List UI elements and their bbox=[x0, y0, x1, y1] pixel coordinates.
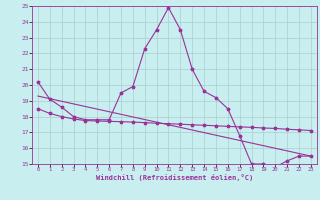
X-axis label: Windchill (Refroidissement éolien,°C): Windchill (Refroidissement éolien,°C) bbox=[96, 174, 253, 181]
